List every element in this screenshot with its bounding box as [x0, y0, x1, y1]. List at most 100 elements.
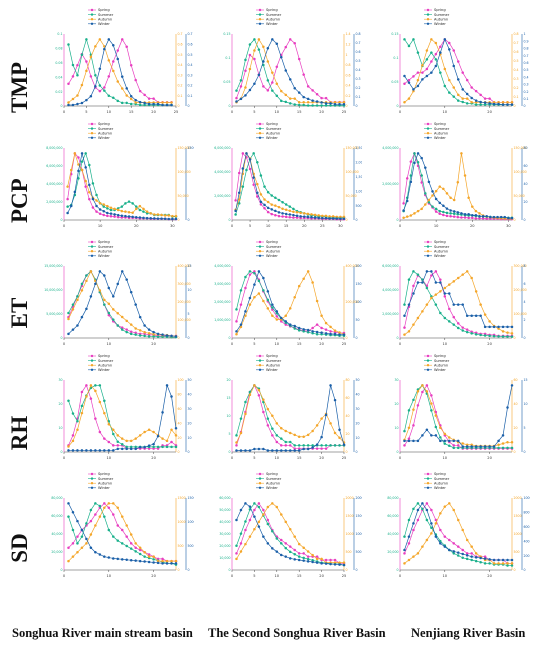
- data-point-winter: [303, 215, 306, 218]
- data-point-autumn: [80, 168, 84, 172]
- data-point-autumn: [161, 437, 164, 440]
- y-tick-label-left: 0.08: [55, 47, 62, 51]
- data-point-summer: [124, 202, 127, 205]
- data-point-autumn: [253, 296, 256, 299]
- data-point-summer: [280, 99, 283, 103]
- y-tick-label-left: 0.15: [391, 32, 398, 36]
- data-point-winter: [161, 333, 164, 336]
- data-point-spring: [430, 60, 433, 63]
- data-point-winter: [257, 525, 261, 528]
- data-point-summer: [271, 427, 274, 430]
- y-tick-label-left: 0: [396, 104, 398, 108]
- data-point-summer: [71, 412, 75, 415]
- data-point-winter: [333, 102, 337, 106]
- data-point-spring: [129, 330, 133, 333]
- data-point-winter: [143, 560, 146, 563]
- data-point-spring: [237, 171, 241, 175]
- data-point-spring: [152, 97, 155, 100]
- data-point-autumn: [143, 430, 146, 434]
- data-point-summer: [102, 205, 105, 208]
- data-point-winter: [156, 332, 160, 336]
- col-label-nenjiang: Nenjiang River Basin: [411, 626, 526, 640]
- data-point-spring: [112, 60, 115, 63]
- data-point-winter: [329, 384, 332, 387]
- data-point-winter: [116, 57, 120, 61]
- data-point-spring: [403, 82, 406, 86]
- data-point-spring: [253, 508, 256, 512]
- data-point-winter: [266, 449, 270, 452]
- y-tick-label-mid: 0: [178, 104, 180, 108]
- y-tick-label-right: 0: [188, 104, 190, 108]
- y-tick-label-right: 0.6: [524, 61, 529, 65]
- data-point-autumn: [452, 280, 456, 283]
- data-point-autumn: [497, 327, 500, 330]
- x-tick-label: 10: [275, 574, 280, 578]
- data-point-summer: [125, 445, 128, 449]
- data-point-autumn: [156, 559, 160, 563]
- data-point-summer: [120, 101, 124, 105]
- data-point-summer: [488, 562, 491, 565]
- data-point-autumn: [112, 69, 115, 73]
- data-point-winter: [421, 434, 424, 437]
- data-point-winter: [317, 216, 320, 220]
- data-point-spring: [412, 528, 415, 532]
- data-point-autumn: [152, 332, 155, 336]
- data-point-summer: [288, 550, 292, 554]
- data-point-autumn: [452, 508, 456, 512]
- data-point-spring: [67, 82, 70, 86]
- data-point-spring: [456, 322, 460, 325]
- data-point-winter: [412, 439, 415, 443]
- data-point-summer: [311, 444, 314, 447]
- y-tick-label-left: 4,000,000: [214, 264, 230, 268]
- data-point-summer: [262, 289, 265, 292]
- data-point-winter: [293, 324, 296, 328]
- data-point-autumn: [315, 424, 319, 427]
- data-point-autumn: [129, 97, 133, 101]
- x-tick-label: 20: [487, 574, 492, 578]
- data-point-winter: [481, 214, 485, 218]
- data-point-winter: [120, 270, 124, 273]
- data-point-winter: [277, 211, 281, 214]
- data-point-winter: [465, 445, 469, 448]
- data-point-summer: [284, 100, 288, 104]
- data-point-spring: [456, 545, 460, 548]
- data-point-autumn: [112, 428, 115, 432]
- data-point-summer: [293, 552, 296, 556]
- data-point-autumn: [461, 528, 464, 532]
- data-point-winter: [474, 556, 478, 559]
- chart-et-2: 0 10 2002,000,0004,000,0006,000,0000100,00…: [382, 240, 526, 346]
- data-point-summer: [416, 273, 420, 276]
- data-point-summer: [292, 207, 295, 211]
- data-point-spring: [292, 216, 295, 219]
- legend-label-spring: Spring: [98, 354, 110, 358]
- data-point-spring: [161, 557, 164, 561]
- data-point-winter: [465, 92, 469, 96]
- data-point-winter: [470, 445, 473, 448]
- data-point-spring: [407, 542, 411, 545]
- data-point-spring: [95, 210, 98, 213]
- legend-label-spring: Spring: [98, 122, 110, 126]
- data-point-winter: [405, 199, 409, 203]
- data-point-winter: [288, 323, 292, 326]
- data-point-autumn: [147, 331, 151, 335]
- data-point-autumn: [424, 203, 427, 206]
- data-point-summer: [239, 79, 243, 82]
- x-tick-label: 20: [151, 110, 156, 114]
- data-point-autumn: [170, 101, 173, 104]
- data-point-winter: [403, 314, 406, 318]
- data-point-autumn: [315, 557, 319, 561]
- data-point-autumn: [167, 214, 171, 217]
- data-point-autumn: [171, 214, 174, 218]
- legend-marker-winter: [426, 486, 430, 489]
- data-point-summer: [120, 542, 124, 545]
- data-point-summer: [120, 443, 124, 446]
- data-point-winter: [165, 103, 169, 107]
- y-tick-label-right: 0: [524, 336, 526, 340]
- data-point-winter: [461, 303, 464, 306]
- data-point-winter: [302, 447, 305, 451]
- data-point-winter: [425, 428, 429, 432]
- data-point-autumn: [293, 296, 296, 299]
- y-tick-label-left: 0: [396, 218, 398, 222]
